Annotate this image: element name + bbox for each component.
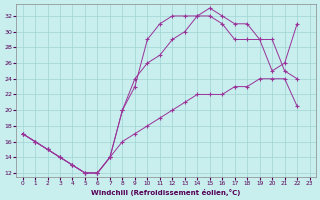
X-axis label: Windchill (Refroidissement éolien,°C): Windchill (Refroidissement éolien,°C) (92, 189, 241, 196)
